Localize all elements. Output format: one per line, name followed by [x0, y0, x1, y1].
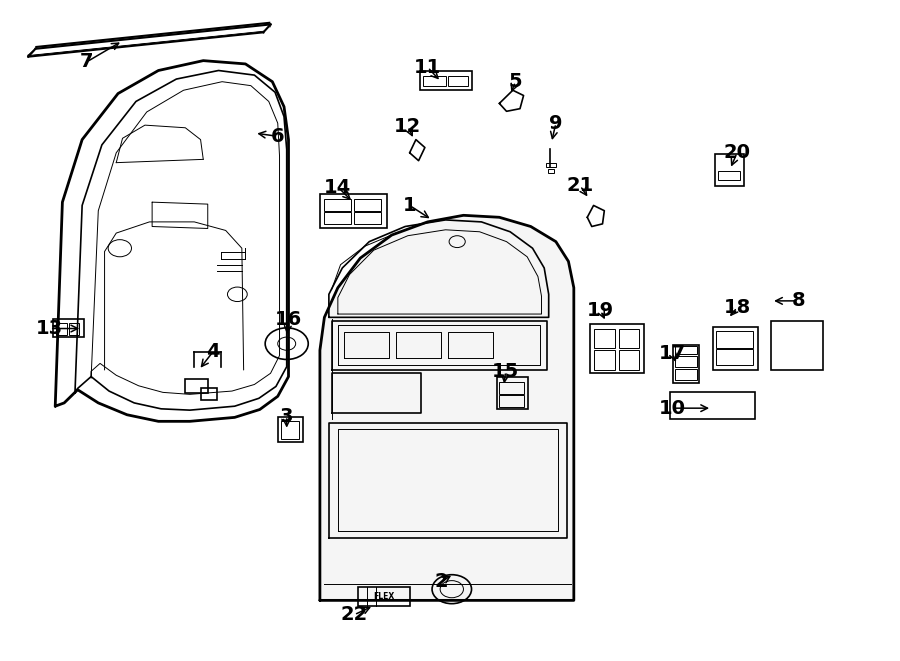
Text: 22: 22 [340, 605, 367, 625]
Polygon shape [31, 24, 271, 54]
Text: 10: 10 [659, 399, 686, 418]
Bar [716, 349, 753, 366]
Bar [590, 324, 643, 373]
Bar [357, 587, 410, 605]
Text: 1: 1 [403, 196, 417, 215]
Bar [715, 154, 744, 186]
Text: 14: 14 [324, 178, 352, 196]
Bar [716, 331, 753, 348]
Text: 20: 20 [724, 143, 751, 163]
Bar [201, 388, 217, 400]
Bar [324, 199, 351, 211]
Bar [56, 323, 67, 335]
Bar [713, 327, 758, 370]
Polygon shape [320, 215, 574, 600]
Bar [771, 321, 824, 370]
Text: 8: 8 [791, 292, 805, 311]
Bar [675, 356, 697, 367]
Bar [718, 171, 740, 180]
Bar [500, 395, 525, 407]
Bar [354, 212, 381, 224]
Bar [500, 382, 525, 394]
Bar [497, 377, 528, 409]
Bar [320, 194, 387, 229]
Bar [595, 350, 615, 370]
Bar [670, 392, 755, 419]
Text: 5: 5 [508, 72, 522, 91]
Bar [185, 379, 208, 393]
Text: 3: 3 [280, 407, 293, 426]
Text: 16: 16 [274, 310, 302, 329]
Bar [618, 350, 639, 370]
Bar [595, 329, 615, 348]
Text: 17: 17 [659, 344, 686, 363]
Bar [53, 319, 84, 337]
Bar [675, 346, 697, 354]
Text: FLEX: FLEX [373, 592, 394, 601]
Text: 21: 21 [566, 176, 594, 195]
Text: 12: 12 [394, 117, 421, 136]
Bar [420, 71, 472, 91]
Text: 7: 7 [80, 52, 94, 71]
Text: 6: 6 [271, 127, 284, 146]
Text: 19: 19 [587, 301, 615, 320]
Bar [675, 369, 697, 380]
Bar [618, 329, 639, 348]
Text: 18: 18 [724, 298, 751, 317]
Bar [278, 417, 303, 442]
Bar [672, 345, 699, 383]
Text: 9: 9 [549, 114, 562, 133]
Bar [324, 212, 351, 224]
Bar [354, 199, 381, 211]
Bar [546, 163, 556, 167]
Text: 4: 4 [206, 342, 220, 361]
Text: 15: 15 [492, 362, 519, 381]
Bar [68, 323, 79, 335]
Text: 13: 13 [36, 319, 63, 338]
Bar [548, 169, 554, 173]
Bar [282, 420, 300, 439]
Text: 11: 11 [414, 58, 441, 77]
Bar [423, 76, 446, 87]
Text: 2: 2 [434, 572, 448, 592]
Bar [448, 76, 468, 87]
